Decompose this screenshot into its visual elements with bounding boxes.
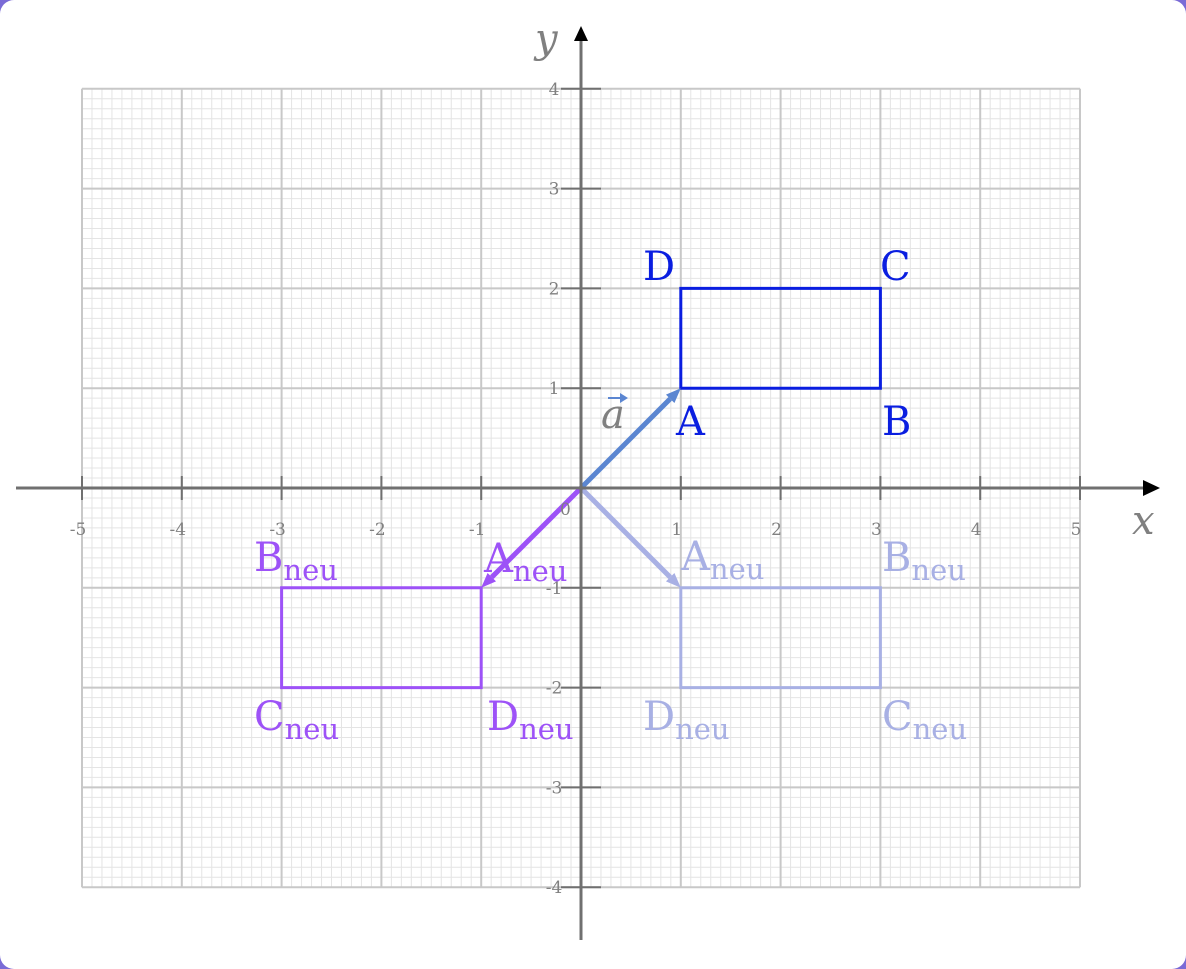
point-letter: B xyxy=(882,535,911,581)
vector-a-label: a xyxy=(601,392,625,438)
y-tick-label: -1 xyxy=(546,579,563,599)
point-letter: B xyxy=(882,399,911,445)
y-tick-label: 3 xyxy=(549,180,560,200)
vector-label: a xyxy=(601,392,628,438)
reflected-rectangle-light xyxy=(679,586,882,690)
point-subscript: neu xyxy=(710,552,765,586)
point-label-point-reflection-b: Bneu xyxy=(254,535,338,587)
vector-arrow-sign-head xyxy=(620,393,628,403)
x-tick-label: -1 xyxy=(469,520,486,540)
x-axis-arrowhead xyxy=(1143,480,1160,496)
arrow-axis-reflection-head xyxy=(665,572,681,588)
point-subscript: neu xyxy=(283,553,338,587)
x-axis-label: x xyxy=(1132,498,1155,544)
point-label-point-reflection-a: Aneu xyxy=(483,536,567,588)
point-subscript: neu xyxy=(285,712,340,746)
vector-a-head xyxy=(665,388,681,404)
point-letter: D xyxy=(643,694,675,740)
point-letter: C xyxy=(254,694,285,740)
point-subscript: neu xyxy=(675,712,730,746)
y-axis-label: y xyxy=(533,16,559,62)
point-subscript: neu xyxy=(519,712,574,746)
point-label-point-reflection-d: Dneu xyxy=(487,694,574,746)
arrow-axis-reflection-shaft xyxy=(579,486,672,579)
x-tick-label: 1 xyxy=(671,520,682,540)
x-tick-label: -5 xyxy=(70,520,87,540)
x-tick-label: 2 xyxy=(771,520,782,540)
arrow-point-reflection-head xyxy=(481,572,497,588)
point-letter: D xyxy=(643,244,675,290)
y-tick-label: -4 xyxy=(546,878,563,898)
y-axis-arrowhead xyxy=(574,26,588,41)
original-rectangle xyxy=(679,286,882,390)
rectangles xyxy=(280,286,882,690)
point-subscript: neu xyxy=(513,554,568,588)
vector-a-shaft xyxy=(579,397,672,490)
point-label-original-b: B xyxy=(882,399,911,445)
point-label-original-a: A xyxy=(675,399,706,445)
point-letter: A xyxy=(675,399,706,445)
point-label-point-reflection-c: Cneu xyxy=(254,694,339,746)
x-tick-label: 3 xyxy=(871,520,882,540)
y-tick-label: 2 xyxy=(549,279,560,299)
y-tick-label: 4 xyxy=(549,80,560,100)
axes: x y 0 xyxy=(16,16,1160,940)
point-letter: C xyxy=(882,694,913,740)
x-tick-label: 5 xyxy=(1071,520,1082,540)
tick-marks xyxy=(81,87,1081,889)
point-label-axis-reflection-b: Bneu xyxy=(882,535,966,587)
point-letter: C xyxy=(880,244,911,290)
point-label-axis-reflection-c: Cneu xyxy=(882,694,967,746)
point-letter: D xyxy=(487,694,519,740)
point-letter: A xyxy=(680,534,711,580)
x-tick-label: -2 xyxy=(369,520,386,540)
origin-label: 0 xyxy=(560,500,571,520)
x-tick-labels: -5 -4 -3 -2 -1 1 2 3 4 5 xyxy=(70,520,1082,540)
x-tick-label: -3 xyxy=(269,520,286,540)
point-label-original-c: C xyxy=(880,244,911,290)
arrows xyxy=(481,388,681,588)
x-tick-label: -4 xyxy=(170,520,187,540)
x-tick-label: 4 xyxy=(971,520,982,540)
arrow-point-reflection-shaft xyxy=(490,486,583,579)
point-letter: A xyxy=(483,536,514,582)
point-label-axis-reflection-a: Aneu xyxy=(680,534,764,586)
point-label-axis-reflection-d: Dneu xyxy=(643,694,730,746)
y-tick-label: -2 xyxy=(546,679,563,699)
point-subscript: neu xyxy=(911,553,966,587)
y-tick-label: -3 xyxy=(546,778,563,798)
point-letter: B xyxy=(254,535,283,581)
reflected-rectangle-purple xyxy=(280,586,483,690)
point-subscript: neu xyxy=(913,712,968,746)
y-tick-label: 1 xyxy=(549,379,560,399)
y-tick-labels: 4 3 2 1 -1 -2 -3 -4 xyxy=(546,80,563,898)
point-label-original-d: D xyxy=(643,244,675,290)
